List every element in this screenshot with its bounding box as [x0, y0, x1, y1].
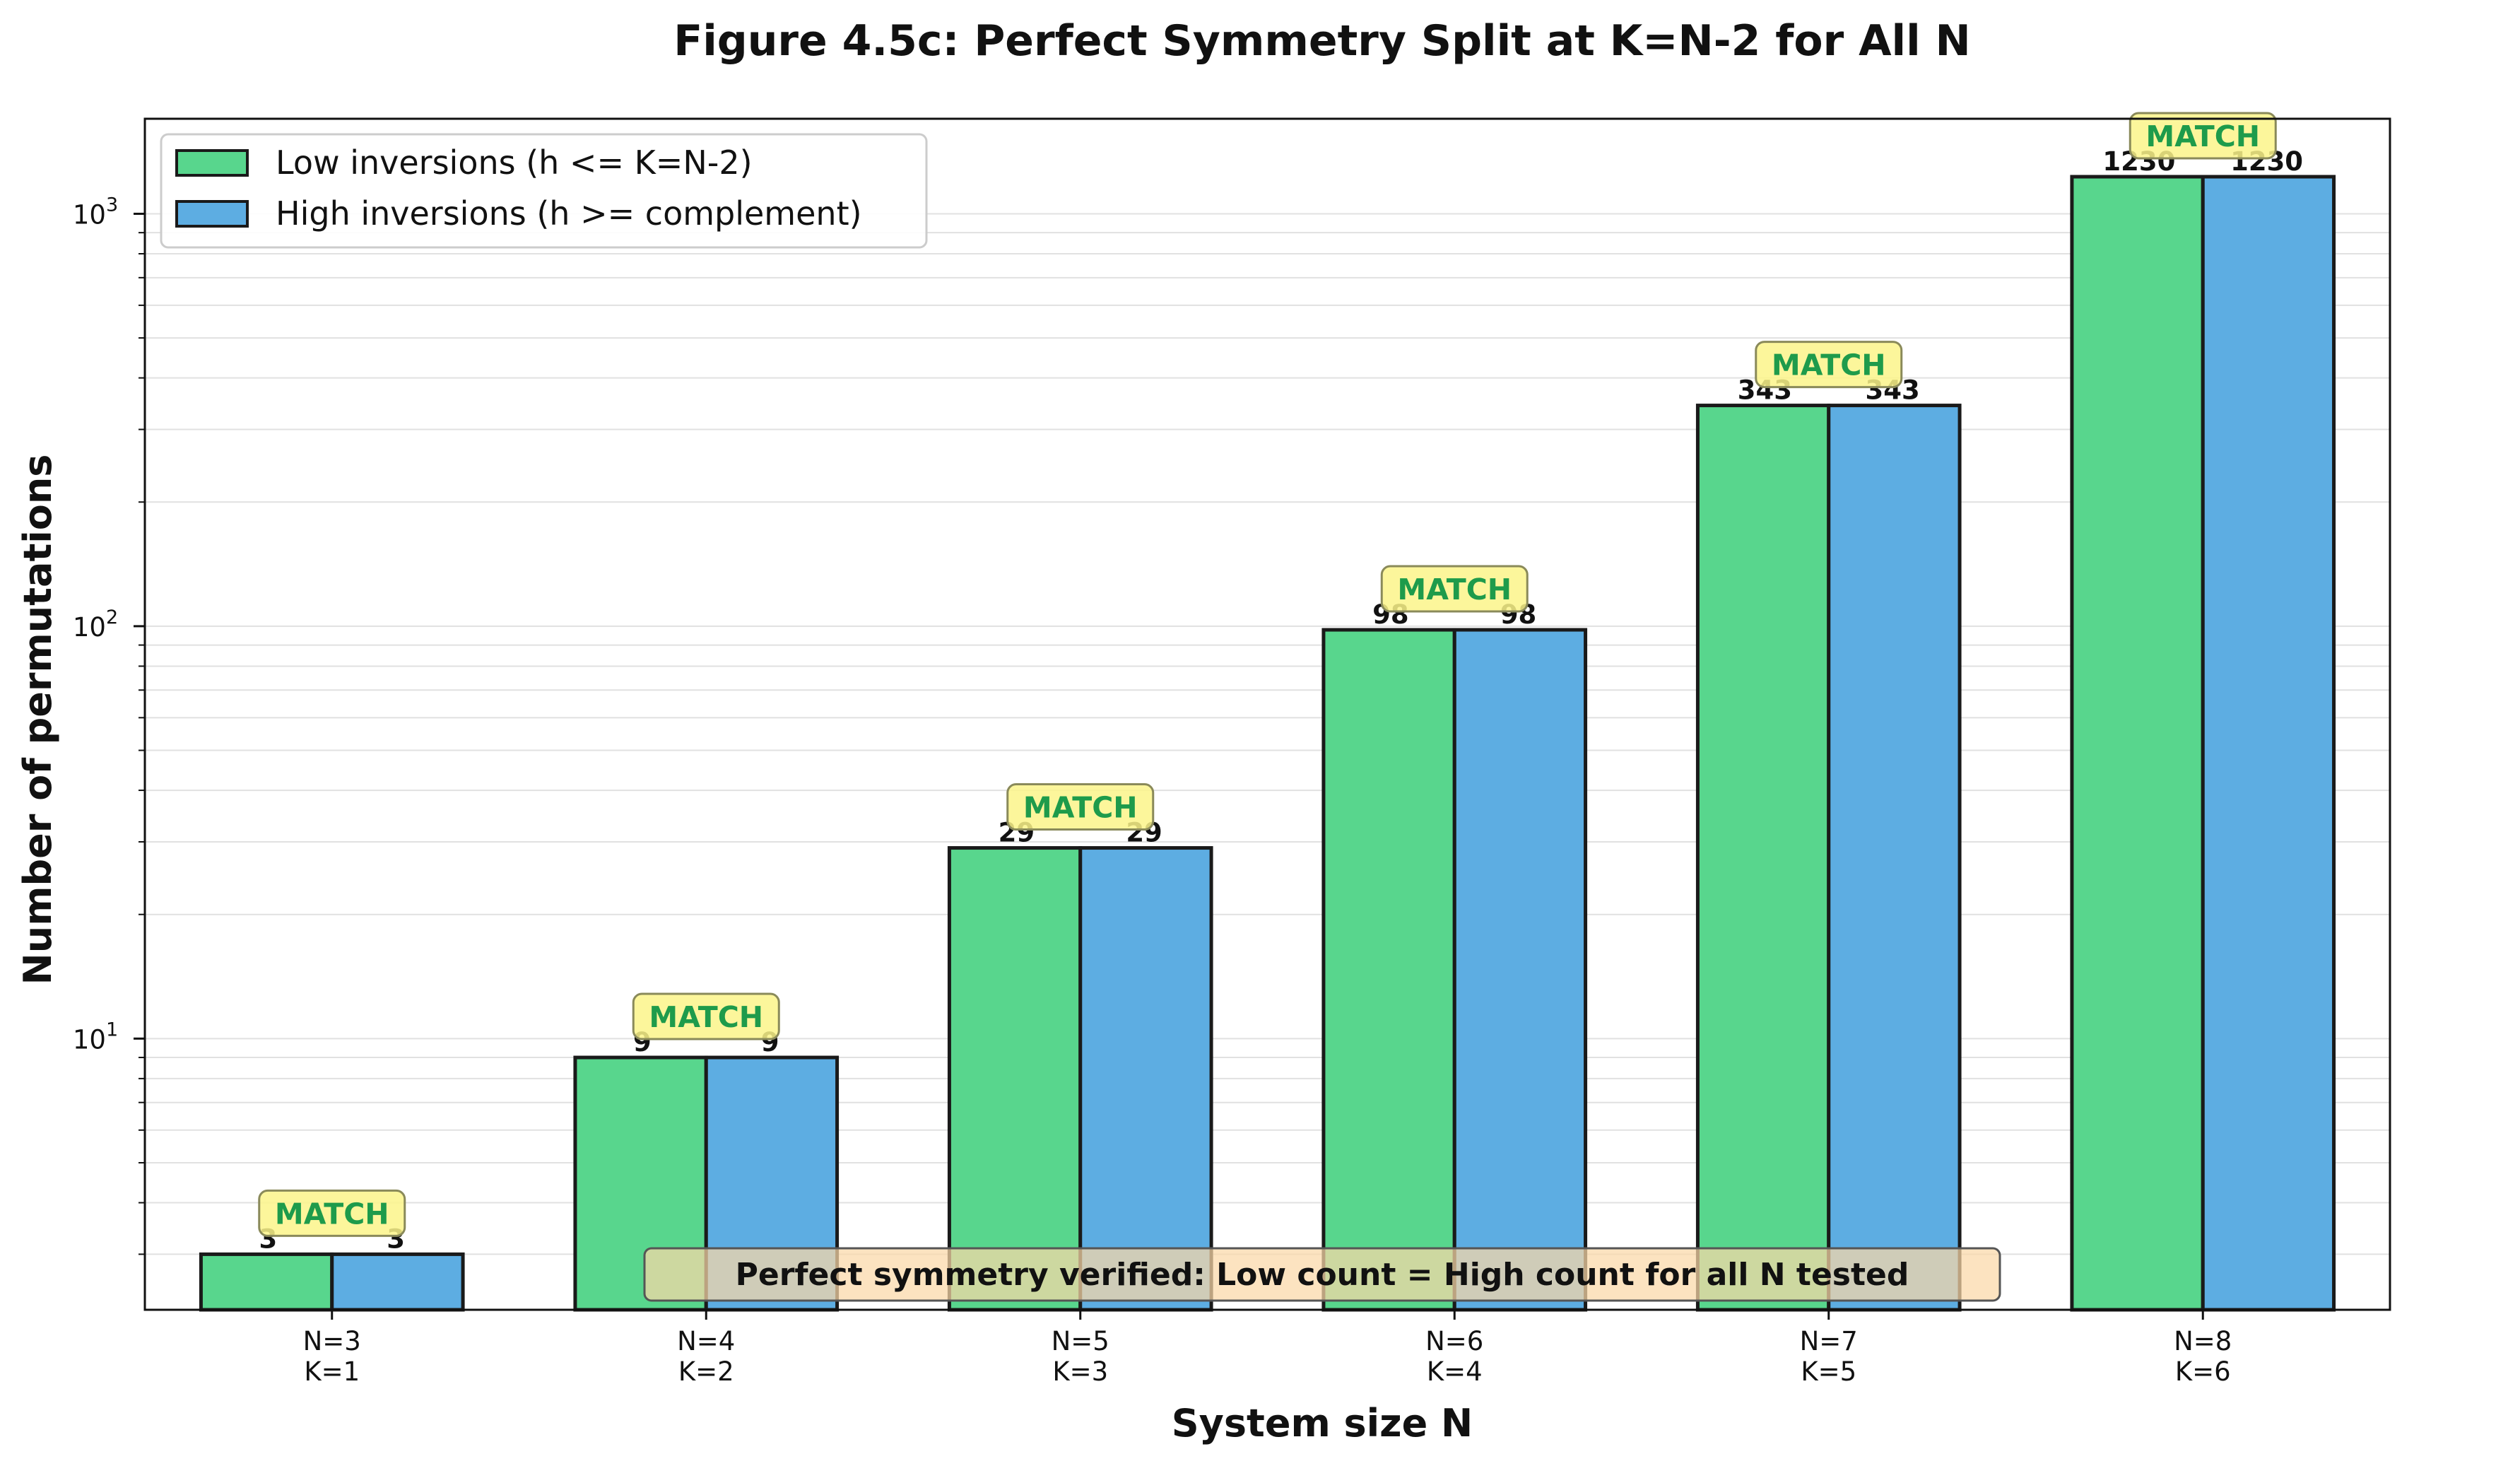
legend: Low inversions (h <= K=N-2) High inversi… [160, 133, 928, 249]
axes: N=3K=1 N=4K=2 N=5K=3 N=6K=4 N=7K=5 N=8K=6 101 1… [73, 117, 2391, 1387]
x-tick-label: K=1 [304, 1356, 360, 1387]
bar-low [573, 1055, 708, 1312]
bar-low [1321, 628, 1456, 1312]
match-label: MATCH [1772, 348, 1886, 382]
bar-high [1452, 628, 1588, 1312]
match-label: MATCH [1023, 791, 1138, 825]
y-axis-label: Number of permutations [16, 455, 60, 985]
x-tick-label: N=3 [303, 1326, 361, 1356]
bar-high [1078, 846, 1213, 1312]
y-tick-label: 103 [73, 194, 118, 230]
x-tick-label: N=6 [1425, 1326, 1483, 1356]
y-tick-label: 102 [73, 606, 118, 643]
annotation-text: Perfect symmetry verified: Low count = H… [736, 1257, 1909, 1293]
match-badge [2129, 112, 2277, 160]
x-tick-label: N=7 [1800, 1326, 1858, 1356]
grid-lines [145, 213, 2390, 1255]
match-label: MATCH [275, 1197, 389, 1231]
match-badge [258, 1189, 406, 1237]
match-label: MATCH [2145, 119, 2260, 153]
chart-title: Figure 4.5c: Perfect Symmetry Split at K… [673, 16, 1971, 66]
match-badge [1755, 341, 1903, 389]
bar-low [1695, 404, 1831, 1312]
bar-low [199, 1252, 334, 1312]
x-axis-label: System size N [1172, 1401, 1473, 1446]
bar-low [947, 846, 1083, 1312]
match-label: MATCH [1397, 573, 1512, 606]
bar-low [2070, 175, 2205, 1312]
annotation-box: Perfect symmetry verified: Low count = H… [643, 1247, 2001, 1302]
y-tick-label: 101 [73, 1019, 118, 1055]
x-tick-label: K=3 [1052, 1356, 1108, 1387]
legend-swatch-high [175, 200, 249, 228]
x-tick-label: K=4 [1427, 1356, 1483, 1387]
x-tick-label: K=6 [2175, 1356, 2231, 1387]
x-tick-label: N=8 [2174, 1326, 2232, 1356]
match-badge [1006, 783, 1155, 831]
bar-high [2201, 175, 2336, 1312]
bars [199, 175, 2336, 1312]
x-tick-label: K=5 [1801, 1356, 1856, 1387]
bar-high [330, 1252, 465, 1312]
match-badge [632, 992, 780, 1040]
legend-label-low: Low inversions (h <= K=N-2) [276, 143, 753, 182]
x-tick-label: N=5 [1052, 1326, 1109, 1356]
match-badge [1380, 565, 1529, 613]
legend-swatch-low [175, 149, 249, 177]
x-tick-label: N=4 [677, 1326, 735, 1356]
match-label: MATCH [649, 1000, 763, 1034]
legend-label-high: High inversions (h >= complement) [276, 194, 862, 233]
plot-frame [143, 117, 2391, 1311]
bar-high [1827, 404, 1962, 1312]
x-tick-label: K=2 [678, 1356, 734, 1387]
